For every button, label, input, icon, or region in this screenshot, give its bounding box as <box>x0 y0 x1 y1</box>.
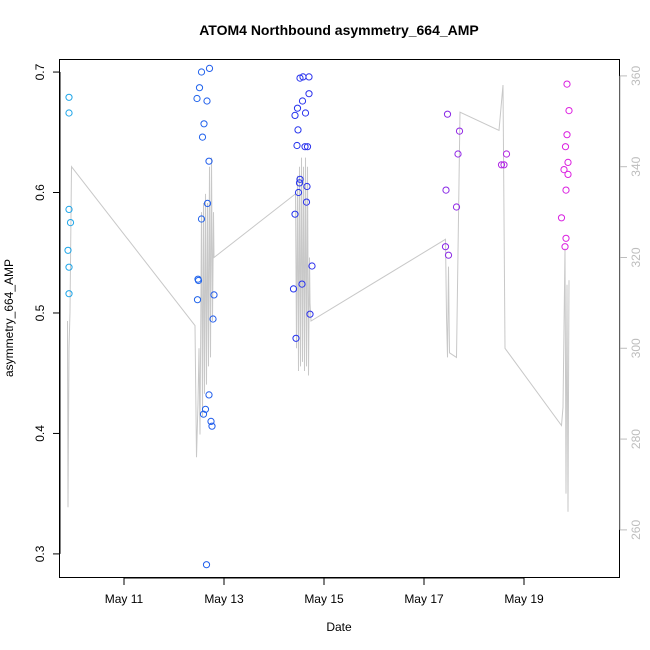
data-point <box>208 422 216 430</box>
x-tick-label: May 19 <box>504 592 544 606</box>
y-tick-label: 0.7 <box>33 63 47 80</box>
data-point <box>65 109 73 117</box>
data-point <box>203 199 212 207</box>
data-point <box>203 97 211 105</box>
data-point <box>205 391 213 399</box>
data-point <box>296 175 304 183</box>
data-point <box>202 561 211 569</box>
data-point <box>207 417 215 425</box>
data-point <box>289 285 298 293</box>
x-tick-label: May 15 <box>304 592 344 606</box>
data-point <box>64 246 72 254</box>
data-point <box>209 315 217 323</box>
data-point <box>441 243 450 251</box>
data-point <box>292 334 300 342</box>
data-point <box>198 133 207 141</box>
data-point <box>557 214 566 222</box>
data-point <box>298 280 306 288</box>
data-point <box>561 243 569 251</box>
y-right-tick-label: 260 <box>629 520 643 540</box>
data-point <box>303 182 311 191</box>
data-point <box>298 97 307 105</box>
data-point <box>197 215 206 223</box>
data-point <box>294 188 303 197</box>
data-point <box>195 84 204 92</box>
data-point <box>301 143 309 151</box>
data-point <box>65 263 73 271</box>
plot-frame <box>59 59 620 578</box>
y-axis-label: asymmetry_664_AMP <box>2 259 16 377</box>
data-point <box>193 296 202 304</box>
data-point <box>562 186 570 194</box>
line-layer <box>67 84 570 512</box>
data-point <box>200 120 208 128</box>
data-point <box>201 405 210 413</box>
data-point <box>301 109 310 117</box>
y-right-tick-label: 320 <box>629 247 643 267</box>
chart-title: ATOM4 Northbound asymmetry_664_AMP <box>199 22 479 38</box>
x-axis: May 11 May 13 May 15 May 17 May 19 <box>105 577 544 606</box>
y-right-tick-label: 360 <box>629 66 643 86</box>
data-point <box>565 107 573 115</box>
data-point <box>308 262 316 270</box>
data-point <box>205 64 214 73</box>
data-point <box>295 179 304 187</box>
data-point <box>291 210 299 218</box>
data-point <box>306 310 314 318</box>
data-point <box>293 104 302 112</box>
y-tick-label: 0.5 <box>33 304 47 321</box>
data-point <box>205 157 213 165</box>
y-tick-label: 0.6 <box>33 184 47 201</box>
data-point <box>291 111 299 120</box>
data-point <box>194 276 203 285</box>
data-point <box>65 93 73 101</box>
data-point <box>560 166 568 174</box>
data-point <box>443 110 452 118</box>
data-point <box>563 131 571 139</box>
data-point <box>66 219 75 227</box>
data-point <box>294 126 302 134</box>
y-axis-right: 260 280 300 320 340 360 <box>619 66 643 540</box>
data-point <box>210 291 218 299</box>
y-axis: 0.3 0.4 0.5 0.6 0.7 <box>33 63 61 562</box>
x-tick-label: May 17 <box>404 592 444 606</box>
data-point <box>199 410 208 418</box>
data-point <box>497 161 506 169</box>
data-point <box>442 186 450 194</box>
point-layer <box>64 64 573 569</box>
y-right-tick-label: 280 <box>629 429 643 449</box>
data-point <box>65 205 73 213</box>
data-point <box>561 143 570 151</box>
data-point <box>305 90 313 98</box>
data-point <box>302 198 311 206</box>
data-point <box>193 94 201 103</box>
data-point <box>564 170 572 178</box>
line-series-right-axis <box>67 84 570 512</box>
data-point <box>502 150 511 158</box>
data-point <box>455 127 464 135</box>
data-point <box>454 150 462 158</box>
x-tick-label: May 13 <box>204 592 244 606</box>
y-right-tick-label: 340 <box>629 156 643 176</box>
x-axis-label: Date <box>326 620 352 634</box>
data-point <box>563 80 571 88</box>
data-point <box>65 290 73 298</box>
data-point <box>452 203 461 211</box>
y-tick-label: 0.3 <box>33 545 47 562</box>
data-point <box>303 143 312 151</box>
data-point <box>562 234 570 242</box>
data-point <box>500 161 508 169</box>
data-point <box>197 68 206 76</box>
y-tick-label: 0.4 <box>33 425 47 442</box>
data-point <box>293 141 301 150</box>
x-tick-label: May 11 <box>105 592 144 606</box>
y-right-tick-label: 300 <box>629 338 643 358</box>
data-point <box>444 251 453 259</box>
data-point <box>305 73 313 81</box>
data-point <box>564 158 572 166</box>
